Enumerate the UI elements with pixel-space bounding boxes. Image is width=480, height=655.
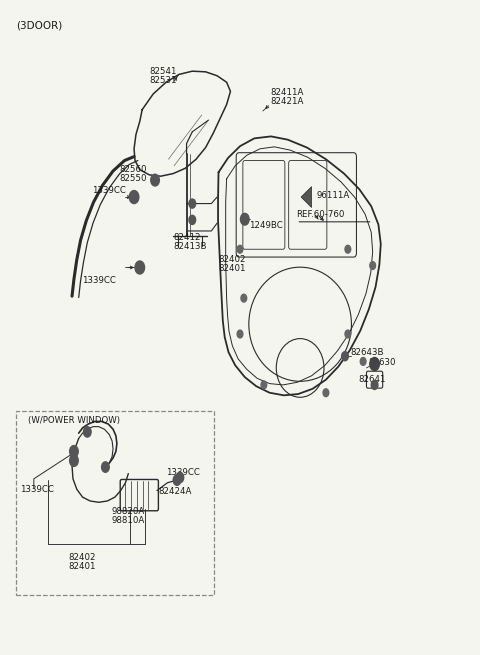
Circle shape bbox=[176, 472, 184, 483]
Circle shape bbox=[360, 358, 366, 365]
Circle shape bbox=[345, 246, 351, 253]
Circle shape bbox=[261, 381, 267, 389]
Text: 82402: 82402 bbox=[69, 553, 96, 561]
Circle shape bbox=[70, 445, 78, 457]
Text: 98820A: 98820A bbox=[111, 507, 144, 516]
Text: 82402: 82402 bbox=[218, 255, 246, 264]
Circle shape bbox=[370, 261, 375, 269]
Circle shape bbox=[70, 455, 78, 466]
Circle shape bbox=[102, 462, 109, 472]
Text: 82630: 82630 bbox=[369, 358, 396, 367]
Text: 82424A: 82424A bbox=[159, 487, 192, 496]
Polygon shape bbox=[301, 187, 312, 208]
Text: 82421A: 82421A bbox=[271, 98, 304, 106]
Text: 1339CC: 1339CC bbox=[167, 468, 200, 477]
Text: 82531: 82531 bbox=[149, 77, 177, 85]
Bar bbox=[16, 411, 214, 595]
Circle shape bbox=[151, 174, 159, 186]
Text: 82412: 82412 bbox=[173, 233, 201, 242]
Text: 1339CC: 1339CC bbox=[20, 485, 53, 494]
Circle shape bbox=[129, 191, 139, 204]
Circle shape bbox=[240, 214, 249, 225]
Circle shape bbox=[342, 352, 348, 361]
Text: 98810A: 98810A bbox=[111, 516, 144, 525]
Circle shape bbox=[173, 475, 181, 485]
Circle shape bbox=[135, 261, 144, 274]
Circle shape bbox=[345, 330, 351, 338]
Text: 82541: 82541 bbox=[149, 67, 177, 77]
Circle shape bbox=[189, 215, 196, 225]
Circle shape bbox=[323, 389, 329, 397]
Circle shape bbox=[370, 358, 379, 371]
Text: 82401: 82401 bbox=[69, 562, 96, 571]
Text: 1339CC: 1339CC bbox=[82, 276, 115, 285]
Circle shape bbox=[84, 426, 91, 437]
Circle shape bbox=[237, 330, 243, 338]
Text: 82560: 82560 bbox=[120, 165, 147, 174]
Text: 96111A: 96111A bbox=[316, 191, 349, 200]
Text: 82401: 82401 bbox=[218, 265, 246, 273]
Text: 82411A: 82411A bbox=[271, 88, 304, 97]
Text: 82413B: 82413B bbox=[173, 242, 207, 251]
Circle shape bbox=[371, 381, 378, 390]
Circle shape bbox=[237, 246, 243, 253]
Text: 82643B: 82643B bbox=[351, 348, 384, 357]
Text: REF.60-760: REF.60-760 bbox=[296, 210, 345, 219]
Text: 82641: 82641 bbox=[359, 375, 386, 384]
Text: (3DOOR): (3DOOR) bbox=[16, 20, 62, 31]
Text: 1249BC: 1249BC bbox=[249, 221, 282, 231]
Text: 1339CC: 1339CC bbox=[92, 186, 126, 195]
Text: 82550: 82550 bbox=[120, 174, 147, 183]
Text: (W/POWER WINDOW): (W/POWER WINDOW) bbox=[28, 416, 120, 424]
Circle shape bbox=[241, 294, 247, 302]
Circle shape bbox=[189, 199, 196, 208]
